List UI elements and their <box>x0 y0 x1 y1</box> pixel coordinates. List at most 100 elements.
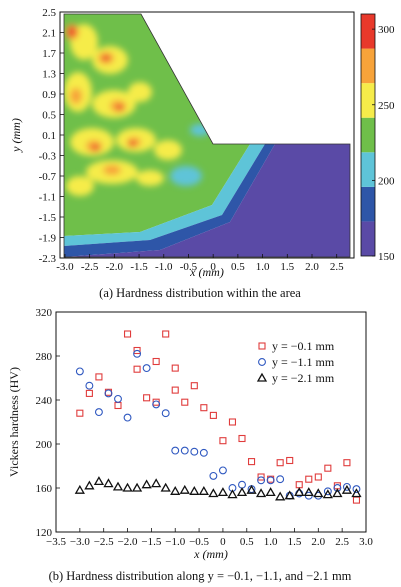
contour-band-purple <box>64 144 350 257</box>
heatmap-y-tick-label: 2.5 <box>42 7 56 19</box>
data-point-circle <box>199 448 208 457</box>
scatter-y-tick-label: 320 <box>36 307 53 319</box>
scatter-y-tick-label: 200 <box>36 439 53 451</box>
data-point-square <box>162 330 170 338</box>
scatter-x-tick-label: −2.5 <box>94 536 114 548</box>
data-point-circle <box>266 476 275 485</box>
data-point-square <box>85 389 93 397</box>
scatter-x-tick-label: 0 <box>220 536 226 548</box>
colorbar-tick-label: 250 <box>378 100 395 112</box>
scatter-y-tick-label: 240 <box>36 395 53 407</box>
scatter-x-tick-label: 0.5 <box>240 536 254 548</box>
heatmap-y-tick-label: -1.5 <box>39 212 57 224</box>
data-point-square <box>257 473 265 481</box>
data-point-square <box>352 496 361 504</box>
data-point-triangle <box>93 476 105 486</box>
data-point-triangle <box>198 485 209 495</box>
scatter-y-tick-label: 120 <box>36 527 53 539</box>
data-point-triangle <box>236 487 248 497</box>
heatmap-x-tick-label: 0 <box>210 261 216 273</box>
colorbar-tick-label: 150 <box>378 251 395 263</box>
data-point-triangle <box>189 485 200 495</box>
heatmap-y-tick-label: 0.9 <box>42 89 56 101</box>
scatter-x-tick-label: −1.5 <box>141 536 161 548</box>
data-point-triangle <box>170 485 181 495</box>
data-point-square <box>295 481 303 489</box>
contour-band-cyan <box>64 144 265 246</box>
data-point-square <box>95 373 103 381</box>
data-point-circle <box>209 471 218 480</box>
data-point-square <box>171 364 179 372</box>
legend-marker-triangle <box>256 372 268 382</box>
data-point-circle <box>94 408 103 417</box>
heatmap-y-tick-label: -1.9 <box>39 233 57 245</box>
data-point-square <box>133 346 141 355</box>
data-point-circle <box>75 367 84 376</box>
data-point-triangle <box>131 482 143 492</box>
heatmap-x-tick-label: -1.0 <box>155 261 173 273</box>
data-point-triangle <box>112 481 124 491</box>
data-point-square <box>314 473 322 481</box>
data-point-triangle <box>103 478 114 488</box>
heatmap-y-tick-label: -1.1 <box>39 192 56 204</box>
scatter-x-tick-label: −3.5 <box>46 536 66 548</box>
data-point-triangle <box>74 484 85 494</box>
heatmap-x-ticks: -3.0 -2.5 -2.0 -1.5 -1.0 -0.5 0 0.5 1.0 1.5 2.0 2.5 <box>56 254 344 273</box>
heatmap-y-tick-label: -0.3 <box>39 151 57 163</box>
scatter-x-tick-label: 3.0 <box>359 536 373 548</box>
legend-label: y = −0.1 mm <box>272 339 335 353</box>
data-point-circle <box>342 482 351 491</box>
data-point-square <box>190 382 198 390</box>
colorbar-segment <box>361 48 375 84</box>
heatmap-field <box>64 14 350 257</box>
data-point-square <box>143 394 151 402</box>
data-point-circle <box>152 400 161 409</box>
scatter-panel: −3.5 −3.0 −2.5 −2.0 −1.5 −1.0 −0.5 0 0.5 1.0 1.5 2.… <box>7 307 373 583</box>
data-point-circle <box>123 413 132 422</box>
colorbar: 300 250 200 150 <box>360 13 395 263</box>
scatter-x-label: x (mm) <box>193 547 228 561</box>
series-triangle <box>74 476 362 501</box>
data-point-triangle <box>351 488 362 498</box>
scatter-axes-frame <box>55 311 367 533</box>
data-point-circle <box>104 389 113 398</box>
colorbar-segment <box>361 221 375 256</box>
heatmap-y-tick-label: -2.3 <box>39 253 57 265</box>
heatmap-x-tick-label: -3.0 <box>56 261 74 273</box>
data-point-triangle <box>341 484 353 494</box>
heatmap-y-tick-label: 1.3 <box>42 69 56 81</box>
data-point-triangle <box>275 491 286 501</box>
data-point-triangle <box>313 488 324 498</box>
colorbar-segment <box>361 83 375 118</box>
scatter-x-ticks: −3.5 −3.0 −2.5 −2.0 −1.5 −1.0 −0.5 0 0.5 1.0 1.5 2.… <box>46 528 373 548</box>
scatter-x-tick-label: 1.0 <box>264 536 278 548</box>
data-point-square <box>181 398 189 406</box>
data-point-square <box>238 434 246 443</box>
scatter-x-tick-label: 2.5 <box>335 536 349 548</box>
data-point-triangle <box>265 487 276 497</box>
heatmap-y-tick-label: 2.1 <box>42 28 56 40</box>
data-point-triangle <box>208 488 219 498</box>
data-point-triangle <box>332 488 343 498</box>
colorbar-tick-label: 200 <box>378 175 395 187</box>
scatter-y-ticks: 120 160 200 240 280 320 <box>36 307 60 539</box>
scatter-x-tick-label: −2.0 <box>118 536 138 548</box>
heatmap-x-tick-label: 2.5 <box>330 261 344 273</box>
heatmap-x-tick-label: -2.5 <box>81 261 99 273</box>
legend-label: y = −2.1 mm <box>272 371 335 385</box>
colorbar-segment <box>361 152 375 187</box>
scatter-x-tick-label: −3.0 <box>70 536 90 548</box>
data-point-square <box>114 401 122 410</box>
data-point-circle <box>352 485 361 494</box>
data-point-square <box>76 409 84 417</box>
data-point-square <box>305 475 313 483</box>
heatmap-x-label: x (mm) <box>189 265 224 279</box>
heatmap-x-tick-label: 1.0 <box>256 261 270 273</box>
scatter-y-tick-label: 160 <box>36 483 53 495</box>
colorbar-segment <box>361 14 375 49</box>
scatter-x-tick-label: 2.0 <box>311 536 325 548</box>
heatmap-x-tick-label: 2.0 <box>305 261 319 273</box>
colorbar-segment <box>361 186 375 222</box>
data-point-triangle <box>84 480 95 490</box>
scatter-x-tick-label: −1.0 <box>165 536 185 548</box>
